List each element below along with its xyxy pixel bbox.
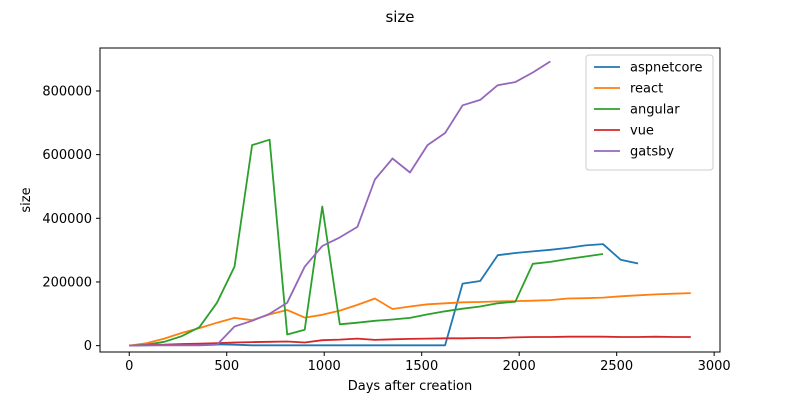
axes-frame bbox=[99, 47, 721, 353]
legend-box bbox=[585, 54, 714, 171]
legend-label-angular: angular bbox=[630, 103, 680, 118]
y-axis-label: size bbox=[19, 187, 34, 212]
series-line-gatsby bbox=[129, 60, 551, 347]
x-tick-label: 3000 bbox=[698, 359, 731, 374]
y-tick-label: 400000 bbox=[42, 212, 92, 227]
x-tick-label: 1000 bbox=[308, 359, 341, 374]
axes-layer: 0 500 1000 1500 2000 2500 3000 0 200000 400000 600… bbox=[42, 47, 731, 374]
y-tick-label: 200000 bbox=[42, 275, 92, 290]
series-line-react bbox=[129, 292, 691, 347]
chart-title: size bbox=[385, 8, 414, 26]
y-tick-label: 600000 bbox=[42, 148, 92, 163]
legend-label-react: react bbox=[630, 82, 663, 97]
series-line-vue bbox=[129, 335, 691, 347]
series-layer bbox=[129, 60, 691, 347]
legend: aspnetcore react angular vue gatsby bbox=[585, 54, 714, 171]
y-tick-label: 0 bbox=[84, 339, 92, 354]
legend-label-aspnetcore: aspnetcore bbox=[630, 61, 702, 76]
x-tick-label: 2000 bbox=[503, 359, 536, 374]
legend-label-gatsby: gatsby bbox=[630, 145, 674, 160]
x-tick-label: 0 bbox=[125, 359, 133, 374]
x-tick-label: 1500 bbox=[405, 359, 438, 374]
y-tick-label: 800000 bbox=[42, 84, 92, 99]
x-tick-label: 500 bbox=[214, 359, 239, 374]
x-tick-label: 2500 bbox=[600, 359, 633, 374]
x-axis-label: Days after creation bbox=[348, 379, 473, 394]
series-line-angular bbox=[129, 138, 604, 347]
legend-label-vue: vue bbox=[630, 124, 654, 139]
